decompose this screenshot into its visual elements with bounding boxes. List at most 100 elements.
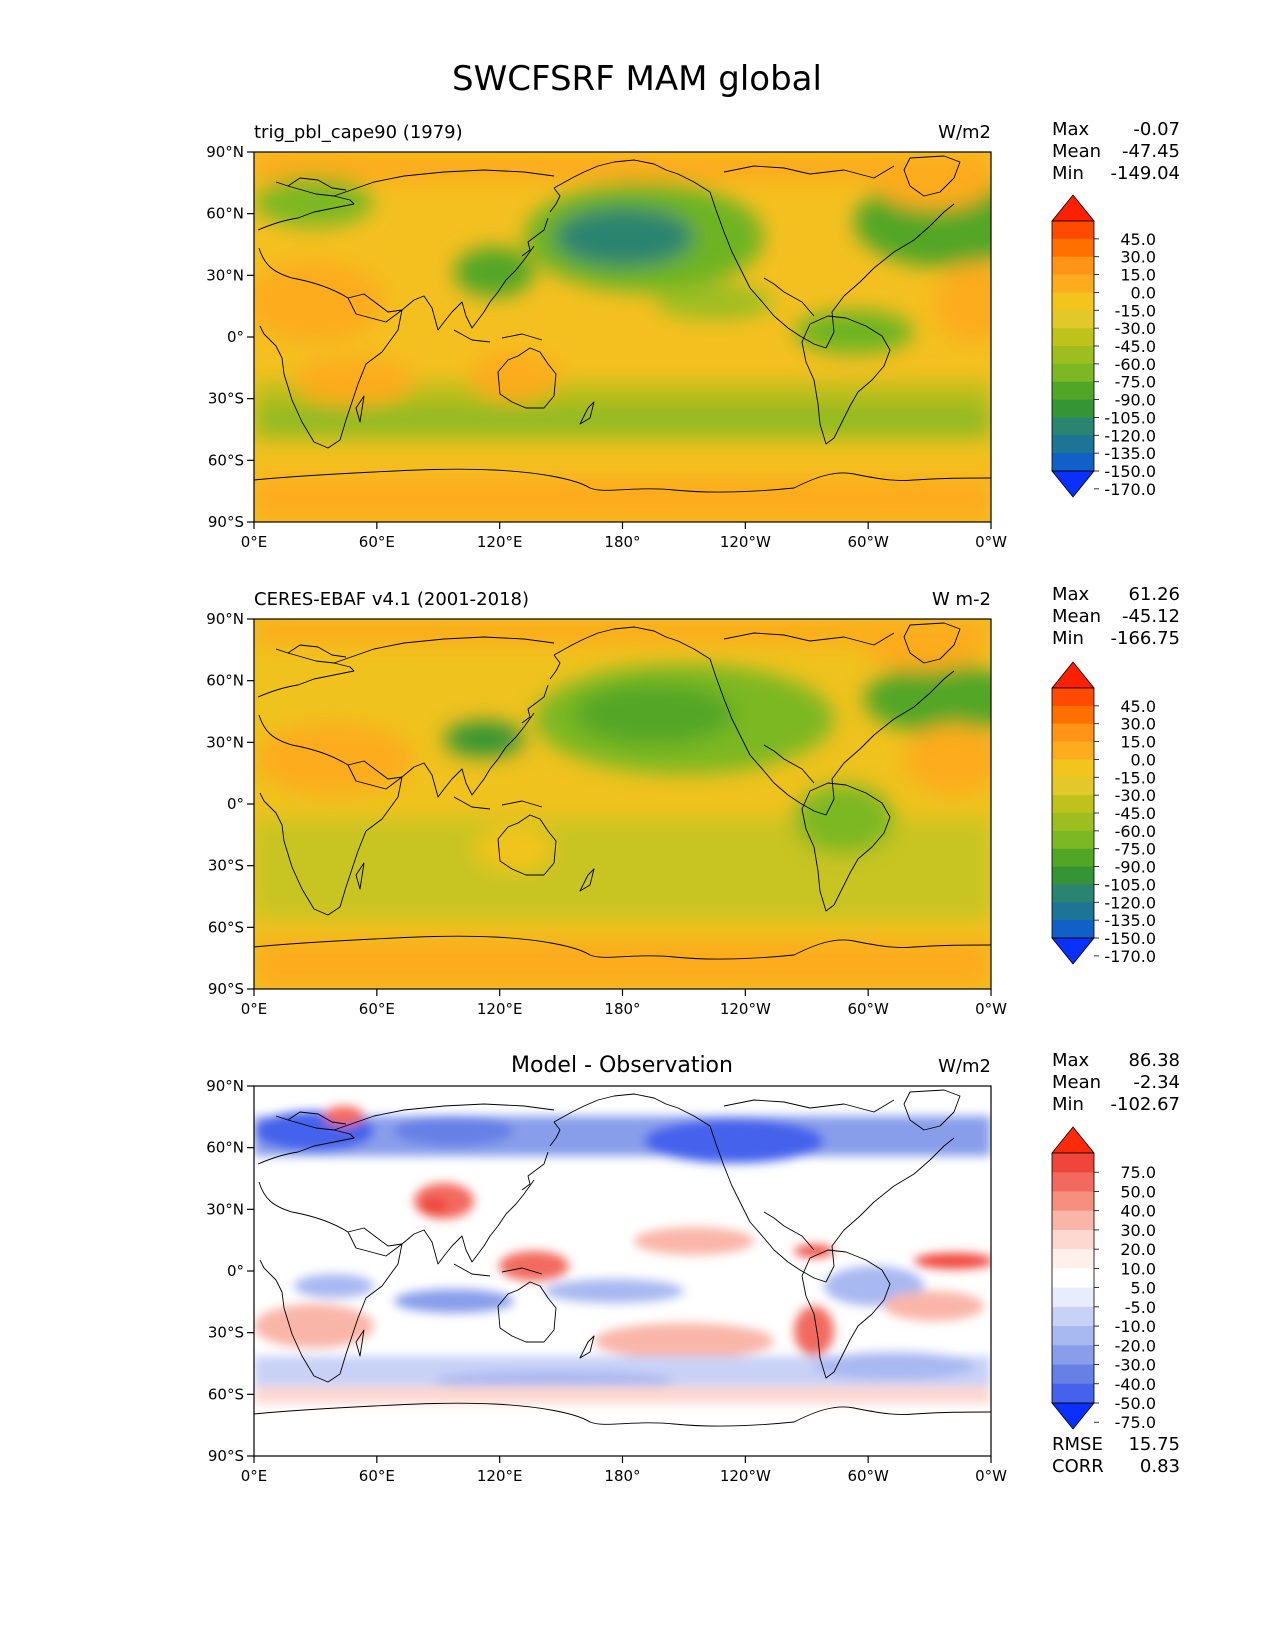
stat-label: Mean bbox=[1052, 141, 1101, 162]
colorbar-frame bbox=[1051, 1152, 1095, 1404]
colorbar-cell bbox=[1052, 723, 1094, 742]
colorbar-cell bbox=[1052, 328, 1094, 347]
lat-tick-label: 90°N bbox=[206, 143, 244, 161]
stat-value: 15.75 bbox=[1128, 1434, 1180, 1455]
colorbar-cell bbox=[1052, 759, 1094, 778]
colorbar-cell bbox=[1052, 1191, 1094, 1212]
colorbar-cell bbox=[1052, 363, 1094, 383]
lat-tick-label: 0° bbox=[227, 1262, 244, 1280]
lon-tick-label: 120°W bbox=[720, 533, 771, 551]
lon-tick-label: 0°E bbox=[241, 1000, 268, 1018]
colorbar-cap-top bbox=[1051, 661, 1095, 689]
colorbar-label: -90.0 bbox=[1115, 858, 1156, 877]
colorbar-cell bbox=[1052, 777, 1094, 796]
stat-value: -45.12 bbox=[1122, 606, 1180, 627]
colorbar-cell bbox=[1052, 1172, 1094, 1192]
stat-label: Max bbox=[1052, 584, 1090, 605]
lon-tick-label: 0°E bbox=[241, 1467, 268, 1485]
lat-tick-label: 30°N bbox=[206, 733, 244, 751]
figure-title: SWCFSRF MAM global bbox=[452, 59, 822, 99]
colorbar-cell bbox=[1052, 830, 1094, 850]
colorbar-reference: 45.030.015.00.0-15.0-30.0-45.0-60.0-75.0… bbox=[1051, 661, 1156, 966]
colorbar-label: -30.0 bbox=[1115, 319, 1156, 338]
panel-left-title: trig_pbl_cape90 (1979) bbox=[254, 122, 463, 143]
colorbar-cell bbox=[1052, 920, 1094, 939]
axis-ticks: 90°N 60°N 30°N 0° 30°S 60°S 90°S 0°E 60°E 120°E 18… bbox=[206, 143, 1007, 551]
lon-tick-label: 120°E bbox=[477, 1000, 523, 1018]
stats-difference: Max 86.38 Mean -2.34 Min -102.67 bbox=[1052, 1050, 1180, 1115]
lon-tick-label: 120°E bbox=[477, 1467, 523, 1485]
lat-tick-label: 30°N bbox=[206, 1200, 244, 1218]
lat-tick-label: 60°S bbox=[208, 918, 244, 936]
lat-tick-label: 60°N bbox=[206, 672, 244, 690]
lon-tick-label: 60°W bbox=[847, 533, 889, 551]
stat-label: Min bbox=[1052, 628, 1084, 649]
lat-tick-label: 30°S bbox=[208, 857, 244, 875]
lon-tick-label: 180° bbox=[604, 533, 640, 551]
lat-tick-label: 90°N bbox=[206, 610, 244, 628]
panel-center-title: Model - Observation bbox=[511, 1053, 733, 1078]
colorbar-label: -10.0 bbox=[1115, 1317, 1156, 1336]
colorbar-cap-bottom bbox=[1051, 470, 1095, 498]
colorbar-cell bbox=[1052, 1326, 1094, 1346]
lon-tick-label: 60°W bbox=[847, 1000, 889, 1018]
panel-left-title: CERES-EBAF v4.1 (2001-2018) bbox=[254, 589, 529, 610]
colorbar-cap-top bbox=[1051, 1126, 1095, 1154]
colorbar-cell bbox=[1052, 866, 1094, 885]
colorbar-label: -135.0 bbox=[1104, 444, 1156, 463]
colorbar-cell bbox=[1052, 795, 1094, 814]
lon-tick-label: 60°E bbox=[359, 1000, 395, 1018]
colorbar-cell bbox=[1052, 256, 1094, 275]
colorbar-label: 15.0 bbox=[1120, 266, 1156, 285]
map-test bbox=[253, 151, 992, 523]
panel-difference: Model - Observation W/m2 bbox=[253, 1050, 1180, 1477]
colorbar-label: -15.0 bbox=[1115, 301, 1156, 320]
lat-tick-label: 30°N bbox=[206, 266, 244, 284]
lon-tick-label: 120°W bbox=[720, 1000, 771, 1018]
colorbar-cell bbox=[1052, 1287, 1094, 1308]
colorbar-label: -170.0 bbox=[1104, 947, 1156, 966]
map-difference bbox=[253, 1085, 992, 1457]
lat-tick-label: 90°N bbox=[206, 1077, 244, 1095]
colorbar-cap-bottom bbox=[1051, 1402, 1095, 1430]
stat-value: -0.07 bbox=[1133, 119, 1180, 140]
colorbar-cell bbox=[1052, 221, 1094, 240]
colorbar-cell bbox=[1052, 381, 1094, 400]
colorbar-cell bbox=[1052, 453, 1094, 472]
colorbar-label: -40.0 bbox=[1115, 1375, 1156, 1394]
stat-value: -166.75 bbox=[1111, 628, 1180, 649]
lon-tick-label: 0°E bbox=[241, 533, 268, 551]
lon-tick-label: 120°E bbox=[477, 533, 523, 551]
colorbar-cell bbox=[1052, 435, 1094, 454]
stat-label: Min bbox=[1052, 163, 1084, 184]
colorbar-label: 5.0 bbox=[1131, 1279, 1156, 1298]
colorbar-cell bbox=[1052, 688, 1094, 707]
colorbar-label: -90.0 bbox=[1115, 391, 1156, 410]
colorbar-label: 15.0 bbox=[1120, 733, 1156, 752]
colorbar-label: -20.0 bbox=[1115, 1336, 1156, 1355]
colorbar-cell bbox=[1052, 848, 1094, 867]
stat-value: -102.67 bbox=[1111, 1094, 1180, 1115]
colorbar-test: 45.030.015.00.0-15.0-30.0-45.0-60.0-75.0… bbox=[1051, 194, 1156, 499]
lat-tick-label: 60°N bbox=[206, 205, 244, 223]
colorbar-label: 30.0 bbox=[1120, 248, 1156, 267]
colorbar-cell bbox=[1052, 1364, 1094, 1385]
panel-units: W/m2 bbox=[938, 1056, 991, 1077]
colorbar-label: -45.0 bbox=[1115, 804, 1156, 823]
colorbar-cell bbox=[1052, 705, 1094, 725]
stats-reference: Max 61.26 Mean -45.12 Min -166.75 bbox=[1052, 584, 1180, 649]
colorbar-difference: 75.050.040.030.020.010.05.0-5.0-10.0-20.… bbox=[1051, 1126, 1156, 1432]
colorbar-cell bbox=[1052, 884, 1094, 903]
colorbar-label: -30.0 bbox=[1115, 1356, 1156, 1375]
colorbar-cell bbox=[1052, 1268, 1094, 1289]
colorbar-label: -75.0 bbox=[1115, 840, 1156, 859]
lat-tick-label: 60°S bbox=[208, 1385, 244, 1403]
colorbar-cell bbox=[1052, 274, 1094, 293]
colorbar-label: -150.0 bbox=[1104, 929, 1156, 948]
colorbar-label: 50.0 bbox=[1120, 1182, 1156, 1201]
colorbar-label: 30.0 bbox=[1120, 715, 1156, 734]
colorbar-cell bbox=[1052, 1306, 1094, 1327]
panel-test: trig_pbl_cape90 (1979) W/m2 bbox=[253, 119, 1180, 523]
colorbar-label: -120.0 bbox=[1104, 426, 1156, 445]
